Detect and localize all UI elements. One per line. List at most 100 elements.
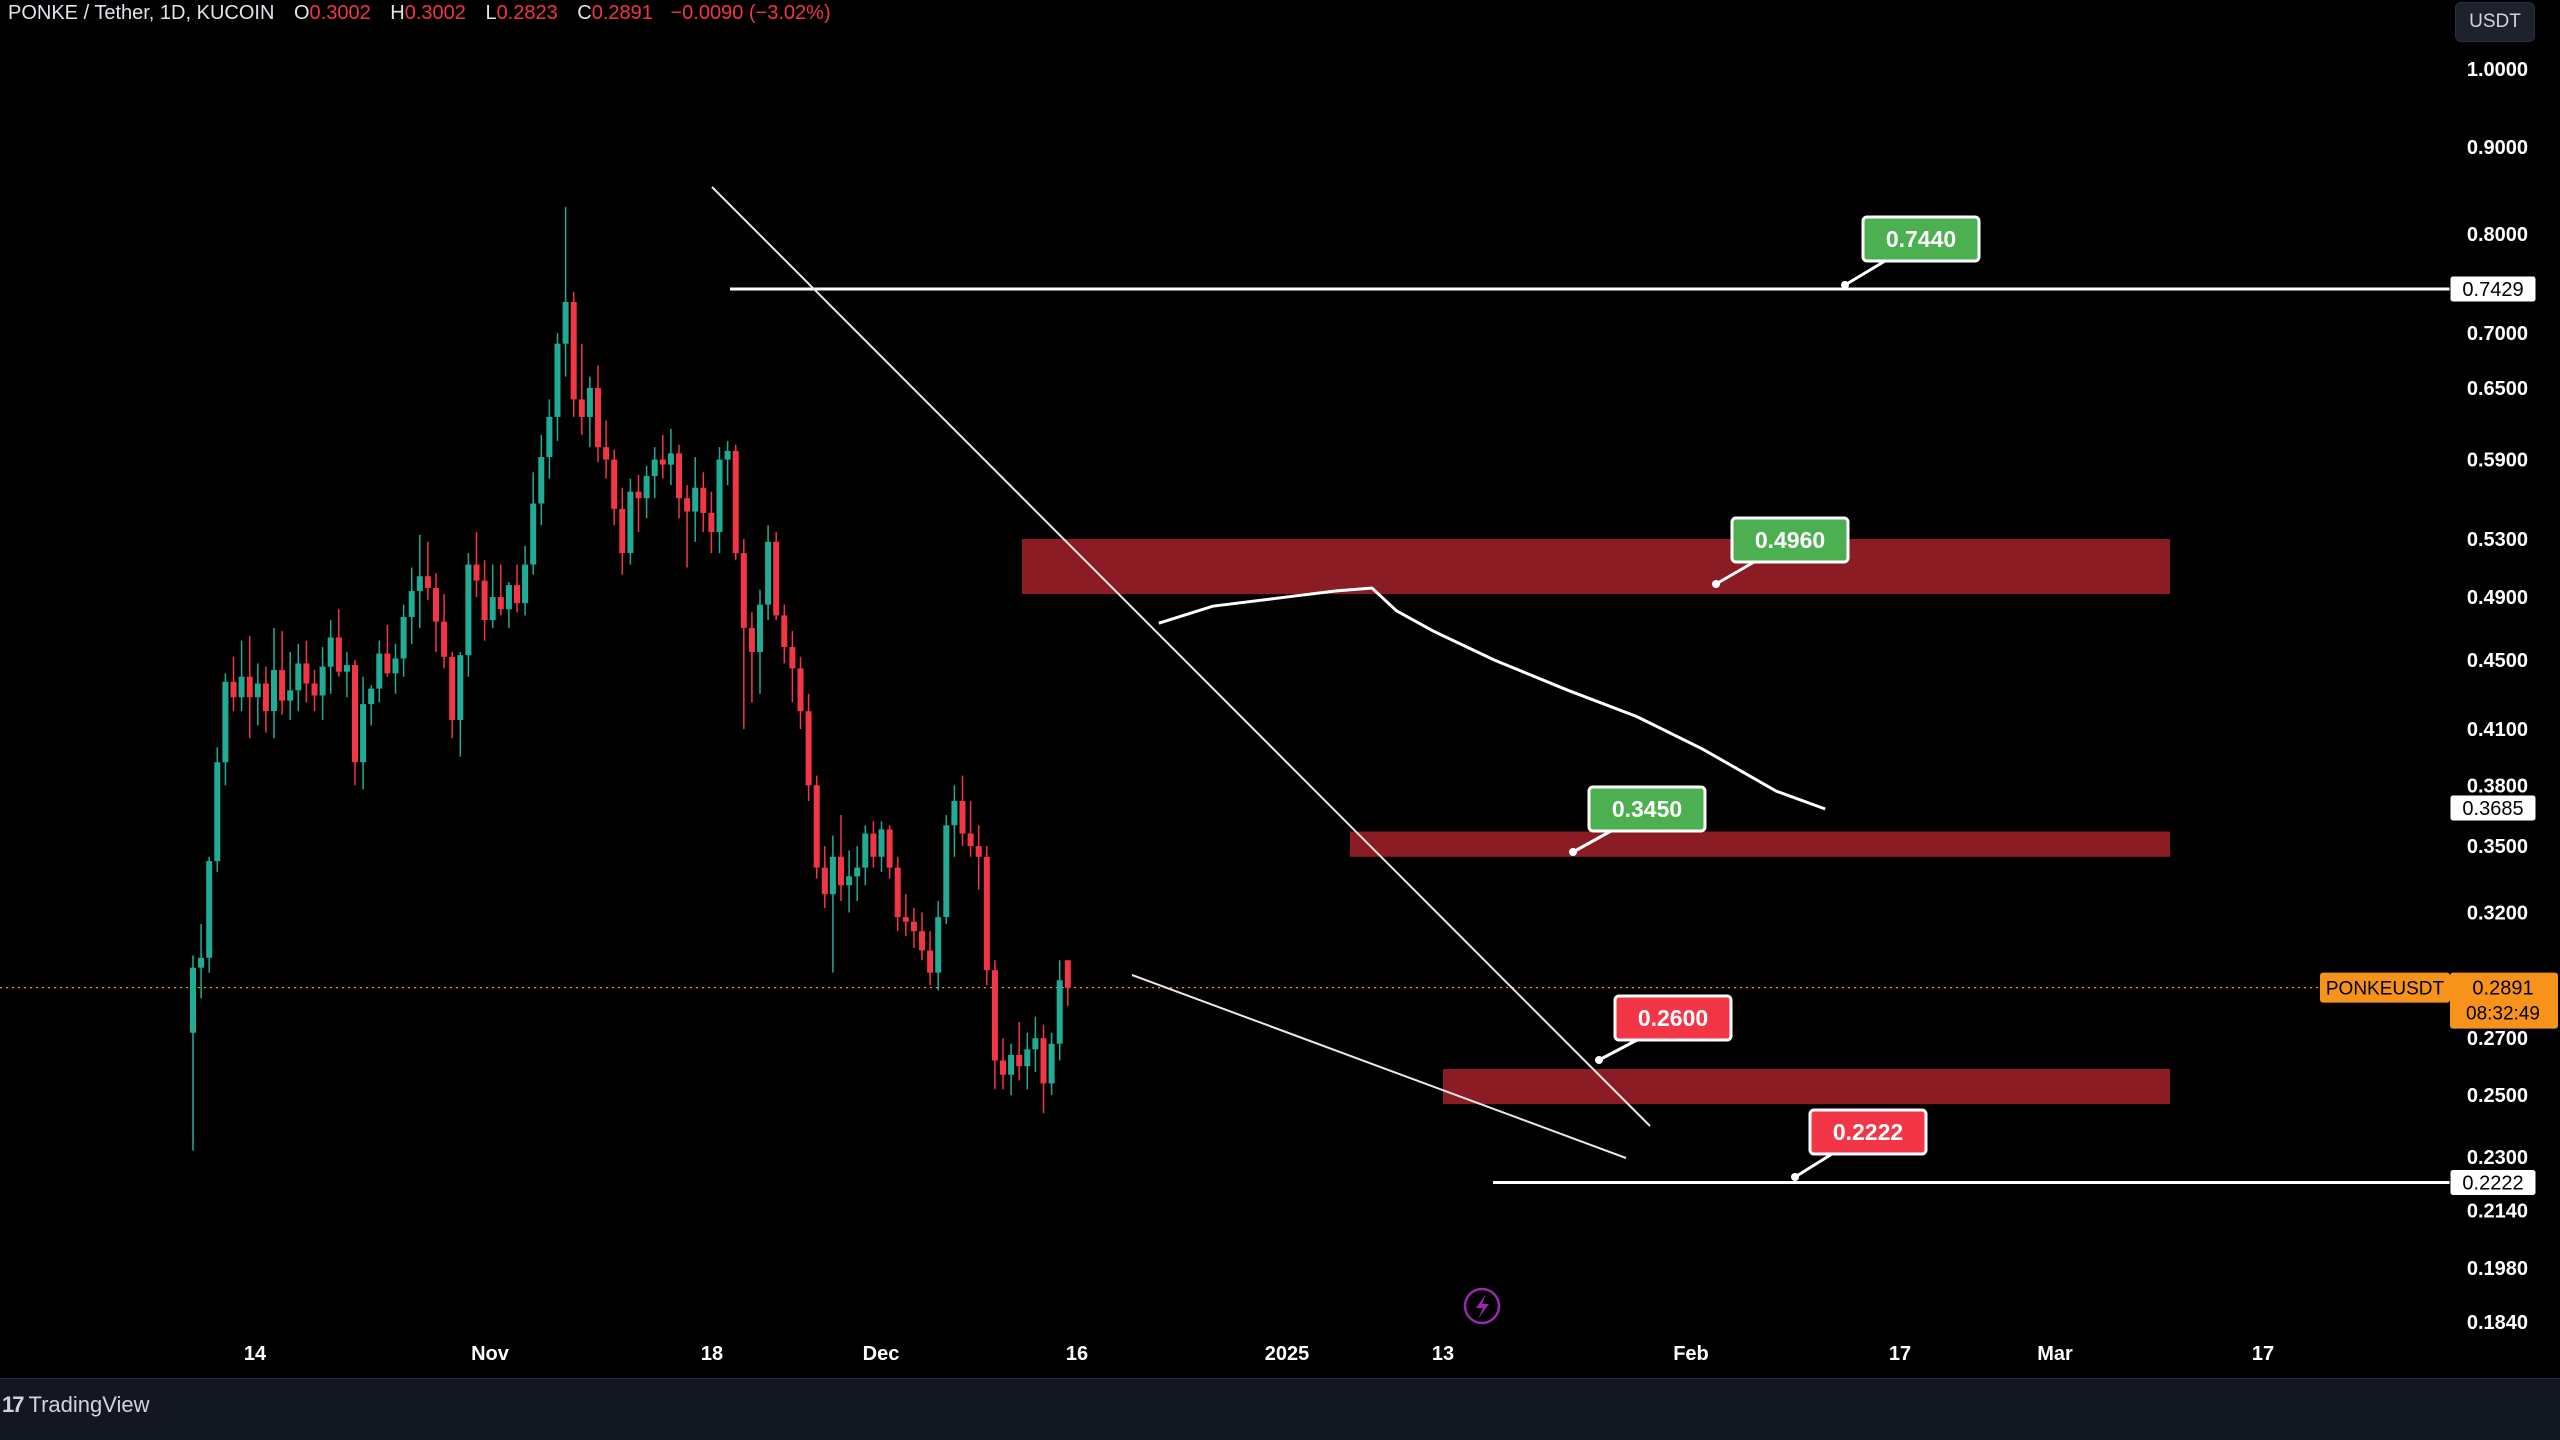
candle-body[interactable] xyxy=(886,829,893,868)
candle-body[interactable] xyxy=(441,621,448,657)
trend-line-lower[interactable] xyxy=(1131,974,1627,1159)
candle-body[interactable] xyxy=(400,616,407,659)
candle-body[interactable] xyxy=(1064,960,1071,988)
candle-body[interactable] xyxy=(919,931,925,951)
candle-body[interactable] xyxy=(821,867,828,895)
symbol-title[interactable]: PONKE / Tether, 1D, KUCOIN xyxy=(8,2,275,24)
candle-body[interactable] xyxy=(384,653,391,674)
candle-body[interactable] xyxy=(287,690,294,701)
candle-body[interactable] xyxy=(781,615,788,648)
candle-body[interactable] xyxy=(1056,980,1063,1044)
lightning-icon[interactable] xyxy=(1463,1287,1501,1325)
candle-body[interactable] xyxy=(829,856,836,895)
candle-body[interactable] xyxy=(611,459,618,509)
price-callout[interactable]: 0.2222 xyxy=(1791,1108,1928,1181)
candle-body[interactable] xyxy=(554,343,561,417)
candle-body[interactable] xyxy=(433,588,439,622)
candle-body[interactable] xyxy=(1024,1049,1031,1067)
supply-zone[interactable] xyxy=(1443,1069,2170,1105)
candle-body[interactable] xyxy=(659,459,666,465)
candle-body[interactable] xyxy=(586,387,593,417)
candle-body[interactable] xyxy=(1000,1060,1006,1075)
candle-body[interactable] xyxy=(991,970,998,1061)
price-callout[interactable]: 0.2600 xyxy=(1595,994,1733,1064)
candle-body[interactable] xyxy=(854,867,861,877)
candle-body[interactable] xyxy=(562,301,569,344)
candle-body[interactable] xyxy=(878,829,885,857)
candle-body[interactable] xyxy=(765,541,772,605)
price-callout[interactable]: 0.7440 xyxy=(1841,215,1981,289)
candle-body[interactable] xyxy=(497,597,504,610)
candle-body[interactable] xyxy=(748,627,755,652)
trend-line-upper[interactable] xyxy=(711,186,1651,1127)
candle-body[interactable] xyxy=(570,301,577,400)
moving-average-line[interactable] xyxy=(1158,586,1826,811)
candle-body[interactable] xyxy=(1048,1043,1055,1084)
supply-zone[interactable] xyxy=(1350,831,2170,857)
candle-body[interactable] xyxy=(198,957,205,968)
candle-body[interactable] xyxy=(943,825,950,918)
candle-body[interactable] xyxy=(838,856,844,886)
candle-body[interactable] xyxy=(319,666,326,696)
candle-body[interactable] xyxy=(1008,1054,1015,1075)
candle-body[interactable] xyxy=(360,704,367,763)
candle-body[interactable] xyxy=(724,450,731,460)
candle-body[interactable] xyxy=(740,553,747,628)
candle-body[interactable] xyxy=(975,846,982,857)
candle-body[interactable] xyxy=(343,665,350,672)
candle-body[interactable] xyxy=(846,876,853,886)
candle-body[interactable] xyxy=(473,564,480,581)
candle-body[interactable] xyxy=(643,476,650,499)
candle-body[interactable] xyxy=(935,917,942,973)
candle-body[interactable] xyxy=(295,663,302,691)
candle-body[interactable] xyxy=(246,676,253,698)
candle-body[interactable] xyxy=(870,833,877,857)
candle-body[interactable] xyxy=(578,399,585,417)
candle-body[interactable] xyxy=(927,950,934,973)
candle-body[interactable] xyxy=(667,453,674,465)
candle-body[interactable] xyxy=(230,681,237,698)
candle-body[interactable] xyxy=(522,564,529,604)
candle-body[interactable] xyxy=(546,416,553,458)
tradingview-logo[interactable]: 17 TradingView xyxy=(2,1392,150,1418)
candle-body[interactable] xyxy=(238,676,245,698)
candle-body[interactable] xyxy=(449,656,456,721)
candle-body[interactable] xyxy=(773,541,780,616)
candle-body[interactable] xyxy=(311,683,318,696)
currency-button[interactable]: USDT xyxy=(2455,2,2535,42)
candle-body[interactable] xyxy=(392,658,399,674)
candle-body[interactable] xyxy=(627,491,634,554)
candle-body[interactable] xyxy=(789,647,796,669)
candle-body[interactable] xyxy=(538,457,545,504)
candle-body[interactable] xyxy=(959,801,966,834)
candle-body[interactable] xyxy=(408,591,415,617)
candle-body[interactable] xyxy=(813,785,820,868)
candle-body[interactable] xyxy=(967,833,974,847)
candle-body[interactable] xyxy=(595,387,601,448)
candle-body[interactable] xyxy=(465,564,472,656)
candle-body[interactable] xyxy=(457,655,464,721)
candle-body[interactable] xyxy=(335,637,342,672)
candle-body[interactable] xyxy=(262,683,269,712)
candle-body[interactable] xyxy=(676,453,682,499)
supply-zone[interactable] xyxy=(1022,538,2170,595)
candle-body[interactable] xyxy=(514,585,520,604)
candle-body[interactable] xyxy=(805,711,812,786)
candle-body[interactable] xyxy=(797,668,804,712)
candle-body[interactable] xyxy=(635,491,642,499)
candle-body[interactable] xyxy=(1016,1054,1023,1067)
candle-body[interactable] xyxy=(910,921,917,932)
candle-body[interactable] xyxy=(902,917,909,922)
candle-body[interactable] xyxy=(603,447,610,460)
candle-body[interactable] xyxy=(206,861,213,958)
candle-body[interactable] xyxy=(424,576,431,589)
candle-body[interactable] xyxy=(1040,1038,1047,1084)
candle-body[interactable] xyxy=(700,487,707,513)
candle-body[interactable] xyxy=(684,498,691,512)
candle-body[interactable] xyxy=(530,503,537,565)
candle-body[interactable] xyxy=(271,670,277,712)
candle-body[interactable] xyxy=(279,670,286,701)
candle-body[interactable] xyxy=(862,833,869,868)
candle-body[interactable] xyxy=(489,597,496,621)
